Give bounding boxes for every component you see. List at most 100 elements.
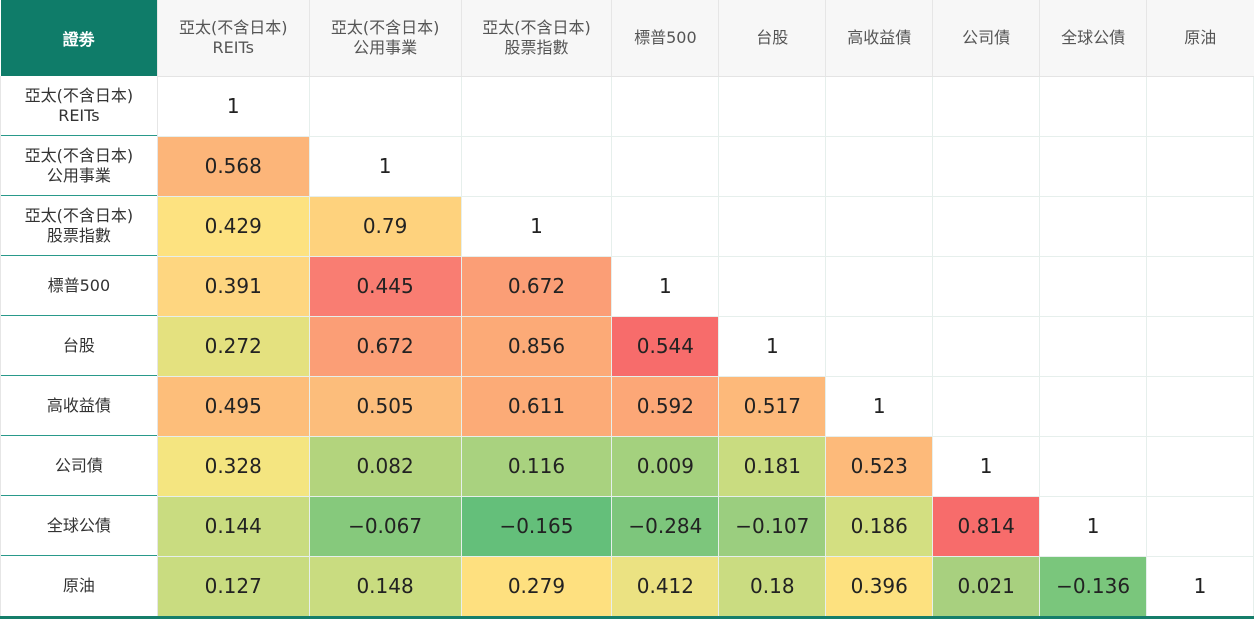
empty-cell xyxy=(718,75,827,137)
empty-cell xyxy=(1039,435,1148,497)
correlation-cell: −0.107 xyxy=(718,495,827,557)
correlation-cell: 0.568 xyxy=(156,135,310,197)
header-row: 證劵 亞太(不含日本) REITs 亞太(不含日本) 公用事業 亞太(不含日本)… xyxy=(0,0,1254,77)
row-header-label: 公司債 xyxy=(1,437,157,496)
row-header: 全球公債 xyxy=(0,496,158,556)
correlation-cell: 1 xyxy=(308,135,462,197)
correlation-cell: 0.445 xyxy=(308,255,462,317)
column-header: 全球公債 xyxy=(1039,0,1147,77)
column-header-label: 亞太(不含日本) REITs xyxy=(178,17,288,57)
correlation-cell: 0.79 xyxy=(308,195,462,257)
row-header: 標普500 xyxy=(0,256,158,316)
empty-cell xyxy=(932,135,1041,197)
empty-cell xyxy=(460,135,613,197)
row-header-label: 全球公債 xyxy=(1,497,157,556)
empty-cell xyxy=(1039,195,1148,257)
row-header-label: 亞太(不含日本) REITs xyxy=(1,77,157,136)
correlation-cell: 0.672 xyxy=(308,315,462,377)
column-header-label: 台股 xyxy=(756,27,789,47)
empty-cell xyxy=(718,135,827,197)
row-header-label: 原油 xyxy=(62,576,95,595)
table-row: 公司債 0.328 0.082 0.116 0.009 0.181 0.523 1 xyxy=(0,435,1254,497)
table-body: 亞太(不含日本) REITs 1 亞太(不含日本) 公用事業 0.568 1 亞太(不含日… xyxy=(0,75,1254,616)
correlation-cell: 0.021 xyxy=(932,555,1041,616)
table-row: 標普500 0.391 0.445 0.672 1 xyxy=(0,255,1254,317)
empty-cell xyxy=(1146,495,1254,557)
column-header: 標普500 xyxy=(611,0,719,77)
empty-cell xyxy=(460,75,613,137)
empty-cell xyxy=(1039,315,1148,377)
correlation-cell: 0.116 xyxy=(460,435,613,497)
correlation-cell: −0.165 xyxy=(460,495,613,557)
correlation-cell: 0.495 xyxy=(156,375,310,437)
correlation-cell: 0.127 xyxy=(156,555,310,616)
correlation-cell: 0.009 xyxy=(611,435,720,497)
column-header: 亞太(不含日本) 股票指數 xyxy=(460,0,612,77)
correlation-cell: 1 xyxy=(611,255,720,317)
empty-cell xyxy=(1146,135,1254,197)
correlation-cell: 0.396 xyxy=(825,555,934,616)
row-header-label: 台股 xyxy=(1,317,157,376)
column-header-label: 亞太(不含日本) 公用事業 xyxy=(330,17,440,57)
correlation-cell: 1 xyxy=(932,435,1041,497)
table-row: 台股 0.272 0.672 0.856 0.544 1 xyxy=(0,315,1254,377)
empty-cell xyxy=(1146,315,1254,377)
correlation-cell: 0.517 xyxy=(718,375,827,437)
correlation-cell: 1 xyxy=(825,375,934,437)
correlation-cell: 0.505 xyxy=(308,375,462,437)
empty-cell xyxy=(611,135,720,197)
column-header: 亞太(不含日本) 公用事業 xyxy=(308,0,462,77)
column-header-label: 標普500 xyxy=(634,27,697,47)
correlation-cell: 1 xyxy=(718,315,827,377)
row-header: 高收益債 xyxy=(0,376,158,436)
correlation-cell: 0.672 xyxy=(460,255,613,317)
correlation-cell: 0.082 xyxy=(308,435,462,497)
empty-cell xyxy=(825,195,934,257)
row-header: 亞太(不含日本) 公用事業 xyxy=(0,136,158,196)
empty-cell xyxy=(1039,255,1148,317)
row-header: 台股 xyxy=(0,316,158,376)
table-row: 亞太(不含日本) REITs 1 xyxy=(0,75,1254,137)
table-row: 亞太(不含日本) 公用事業 0.568 1 xyxy=(0,135,1254,197)
correlation-cell: 0.592 xyxy=(611,375,720,437)
row-header-label: 亞太(不含日本) 公用事業 xyxy=(1,137,157,196)
column-header-label: 原油 xyxy=(1184,27,1217,47)
row-header: 亞太(不含日本) 股票指數 xyxy=(0,196,158,256)
column-header: 高收益債 xyxy=(825,0,933,77)
empty-cell xyxy=(1146,75,1254,137)
table-row: 亞太(不含日本) 股票指數 0.429 0.79 1 xyxy=(0,195,1254,257)
empty-cell xyxy=(1039,75,1148,137)
correlation-cell: 0.186 xyxy=(825,495,934,557)
empty-cell xyxy=(611,195,720,257)
column-header-label: 亞太(不含日本) 股票指數 xyxy=(482,17,591,57)
empty-cell xyxy=(825,75,934,137)
empty-cell xyxy=(308,75,462,137)
column-header: 亞太(不含日本) REITs xyxy=(156,0,310,77)
empty-cell xyxy=(825,135,934,197)
correlation-cell: −0.284 xyxy=(611,495,720,557)
empty-cell xyxy=(932,375,1041,437)
correlation-cell: 0.279 xyxy=(460,555,613,616)
correlation-cell: 0.391 xyxy=(156,255,310,317)
empty-cell xyxy=(1146,195,1254,257)
empty-cell xyxy=(1146,375,1254,437)
empty-cell xyxy=(932,315,1041,377)
correlation-cell: 0.328 xyxy=(156,435,310,497)
table-row: 全球公債 0.144 −0.067 −0.165 −0.284 −0.107 0.186 0.… xyxy=(0,495,1254,557)
column-header-label: 高收益債 xyxy=(847,27,912,47)
corner-header: 證劵 xyxy=(0,0,158,76)
correlation-cell: 1 xyxy=(1146,555,1254,616)
correlation-cell: 1 xyxy=(1039,495,1148,557)
table-row: 原油 0.127 0.148 0.279 0.412 0.18 0.396 0.021 −0.1… xyxy=(0,555,1254,616)
correlation-cell: −0.067 xyxy=(308,495,462,557)
correlation-cell: 0.611 xyxy=(460,375,613,437)
empty-cell xyxy=(1039,135,1148,197)
correlation-cell: 0.18 xyxy=(718,555,827,616)
empty-cell xyxy=(1039,375,1148,437)
correlation-cell: 0.856 xyxy=(460,315,613,377)
correlation-cell: −0.136 xyxy=(1039,555,1148,616)
column-header-label: 公司債 xyxy=(962,27,1011,47)
empty-cell xyxy=(932,255,1041,317)
correlation-cell: 0.272 xyxy=(156,315,310,377)
